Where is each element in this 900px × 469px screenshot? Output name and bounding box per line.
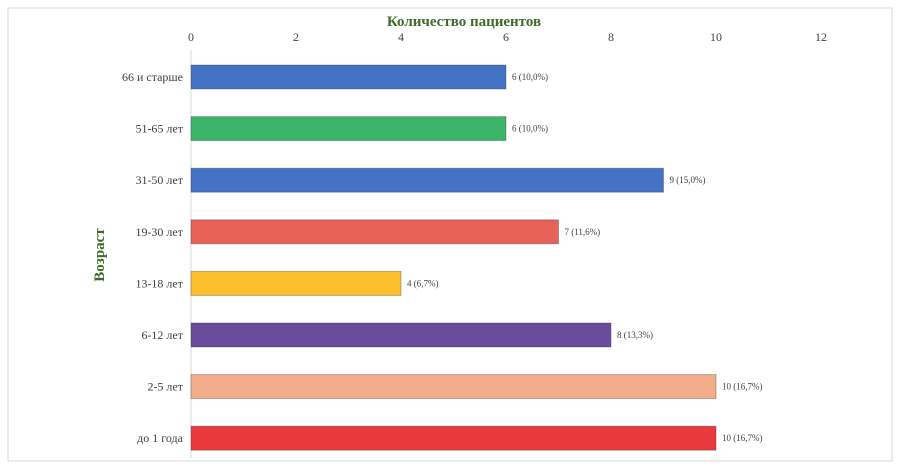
x-tick-label: 4 — [398, 30, 404, 44]
category-label: 31-50 лет — [135, 173, 183, 187]
category-label: 2-5 лет — [147, 380, 183, 394]
x-tick-labels: 0 2 4 6 8 10 12 — [188, 30, 827, 44]
category-label: 19-30 лет — [135, 225, 183, 239]
x-tick-label: 10 — [710, 30, 722, 44]
data-label: 6 (10,0%) — [512, 124, 548, 134]
x-tick-label: 8 — [608, 30, 614, 44]
bar — [190, 374, 717, 400]
category-labels: 66 и старше 51-65 лет 31-50 лет 19-30 лет 13… — [122, 70, 184, 445]
x-tick-label: 2 — [293, 30, 299, 44]
data-label: 9 (15,0%) — [670, 175, 706, 185]
bar — [190, 322, 612, 348]
category-label: до 1 года — [137, 431, 183, 445]
category-label: 13-18 лет — [135, 276, 183, 290]
x-tick-label: 6 — [503, 30, 509, 44]
category-label: 51-65 лет — [135, 122, 183, 136]
x-tick-label: 12 — [815, 30, 827, 44]
y-axis-label: Возраст — [92, 228, 108, 282]
bar — [190, 425, 717, 451]
bar — [190, 219, 559, 245]
data-label: 10 (16,7%) — [722, 433, 763, 443]
data-label: 7 (11,6%) — [565, 227, 601, 237]
data-labels: 6 (10,0%) 6 (10,0%) 9 (15,0%) 7 (11,6%) 4 (6… — [407, 72, 763, 443]
data-label: 4 (6,7%) — [407, 278, 439, 288]
bar — [190, 116, 507, 142]
data-label: 6 (10,0%) — [512, 72, 548, 82]
category-label: 66 и старше — [122, 70, 183, 84]
bar — [190, 64, 507, 90]
x-tick-label: 0 — [188, 30, 194, 44]
bar — [190, 270, 402, 296]
chart-title: Количество пациентов — [387, 14, 541, 30]
data-label: 10 (16,7%) — [722, 382, 763, 392]
bars — [190, 64, 717, 451]
data-label: 8 (13,3%) — [617, 330, 653, 340]
bar — [190, 167, 664, 193]
category-label: 6-12 лет — [141, 328, 183, 342]
